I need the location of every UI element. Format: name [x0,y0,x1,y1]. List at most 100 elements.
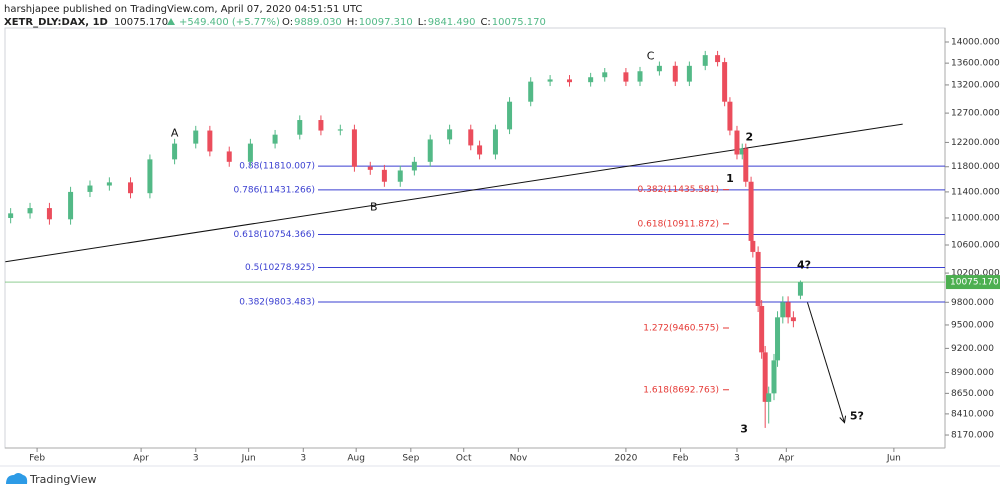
brand: TradingView [29,473,96,486]
ohlc-key: C: [480,17,490,28]
y-tick-label: 10200.000 [951,269,1000,279]
candle-body [247,143,253,162]
candle-body [367,166,373,170]
fib-label: 0.88(11810.007) [239,162,315,172]
ohlc-key: O: [282,17,293,28]
x-tick-label: 3 [193,454,199,464]
ohlc-value: 9841.490 [428,17,476,28]
candle-body [172,143,178,160]
candle-body [106,182,112,186]
x-tick-label: Nov [510,454,528,464]
candle-body [193,130,199,144]
arrow [807,302,845,423]
x-tick-label: Oct [456,454,472,464]
candle-body [734,130,740,155]
candle-body [739,148,745,155]
fib-label: 0.382(9803.483) [239,298,315,308]
y-tick-label: 8900.000 [951,368,994,378]
candle-body [656,65,662,72]
fib-label: 0.618(10754.366) [234,230,315,240]
x-tick-label: 3 [300,454,306,464]
candle-body [207,130,213,152]
plot: 0.88(11810.007) 0.786(11431.266) 0.618(107… [5,50,945,436]
wave-label: A [171,127,179,140]
candle-body [588,77,594,83]
wave-label: 5? [850,410,864,423]
candle-body [8,213,14,218]
wave-label: 2 [745,131,753,144]
x-tick-label: Sep [402,454,419,464]
candle-body [743,148,749,182]
y-tick-label: 9800.000 [951,298,994,308]
ohlc: O: 9889.030 H: 10097.310 L: 9841.490 C: 10075.1… [282,17,546,28]
last-price-label: 10075.170 [950,278,999,288]
wave-label: 4? [797,258,811,271]
candle-body [637,71,643,82]
wave-label: 3 [740,423,748,436]
wave-label: 1 [726,172,734,185]
candle-body [672,65,678,82]
candle-body [750,240,756,252]
y-tick-label: 8410.000 [951,409,994,419]
x-tick-label: Apr [133,454,149,464]
x-tick-label: Aug [347,454,365,464]
change: +549.400 (+5.77%) [179,17,280,28]
fib-label: 0.5(10278.925) [245,263,315,273]
y-tick-label: 9200.000 [951,344,994,354]
arrow-head [839,415,847,424]
fib-label: 0.786(11431.266) [234,185,315,195]
y-tick-label: 10600.000 [951,241,1000,251]
wave-label: C [647,50,655,63]
candle-body [128,182,134,194]
y-tick-label: 14000.000 [951,37,1000,47]
fib-ext-label: 0.382(11435.581) [638,185,719,195]
candle-body [547,79,553,82]
x-tick-label: 2020 [614,454,637,464]
candle-body [507,101,513,130]
author-line: harshjapee published on TradingView.com,… [4,4,362,15]
candle-body [755,251,761,307]
ohlc-value: 10075.170 [492,17,546,28]
x-tick-label: Feb [673,454,689,464]
candle-body [492,129,498,155]
fib-ext-label: 1.618(8692.763) [643,385,719,395]
x-tick-label: Apr [779,454,795,464]
up-triangle [167,18,175,25]
candle-body [68,191,74,220]
candle-body [780,302,786,318]
fib-ext-label: 0.618(10911.872) [638,219,719,229]
candle-body [686,65,692,82]
candle-body [427,139,433,162]
y-tick-label: 11400.000 [951,187,1000,197]
y-tick-label: 11800.000 [951,162,1000,172]
ohlc-key: L: [418,17,427,28]
candle-body [722,62,728,102]
candle-body [727,101,733,131]
candle-body [147,159,153,194]
candle-body [87,185,93,192]
candle-body [27,208,33,214]
price: 10075.170 [114,17,168,28]
candle-body [468,129,474,146]
x-tick-label: 3 [734,454,740,464]
trendline [5,123,903,263]
candle-body [715,55,721,63]
candle-body [272,134,278,144]
candle-body [748,181,754,241]
x-tick-label: Jun [886,454,901,464]
candle-body [566,79,572,83]
x-tick-label: Jun [241,454,256,464]
y-tick-label: 12200.000 [951,138,1000,148]
ohlc-value: 10097.310 [359,17,413,28]
candle-body [766,393,772,402]
fib-ext-label: 1.272(9460.575) [643,323,719,333]
y-tick-label: 12700.000 [951,109,1000,119]
candle-body [411,161,417,171]
candle-body [318,120,324,131]
candle-body [528,81,534,102]
candle-body [762,352,768,402]
candle-body [381,169,387,182]
candle-body [785,302,791,318]
